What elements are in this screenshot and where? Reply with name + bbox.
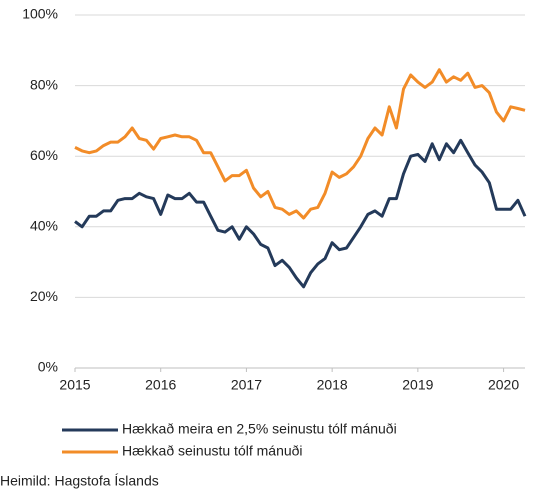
- legend-label: Hækkað seinustu tólf mánuði: [122, 443, 303, 459]
- y-tick-label: 60%: [30, 147, 58, 163]
- source: Heimild: Hagstofa Íslands: [0, 473, 159, 489]
- x-tick-label: 2018: [317, 377, 348, 393]
- x-tick-label: 2020: [488, 377, 519, 393]
- legend-label: Hækkað meira en 2,5% seinustu tólf mánuð…: [122, 421, 397, 437]
- series-line: [74, 68, 526, 220]
- y-tick-label: 0%: [38, 359, 58, 375]
- y-tick-label: 40%: [30, 218, 58, 234]
- y-tick-label: 80%: [30, 76, 58, 92]
- x-tick-label: 2019: [402, 377, 433, 393]
- x-tick-label: 2015: [59, 377, 90, 393]
- y-tick-label: 100%: [22, 6, 58, 22]
- x-tick-label: 2017: [231, 377, 262, 393]
- y-tick-label: 20%: [30, 288, 58, 304]
- x-tick-label: 2016: [145, 377, 176, 393]
- series-line: [74, 138, 527, 289]
